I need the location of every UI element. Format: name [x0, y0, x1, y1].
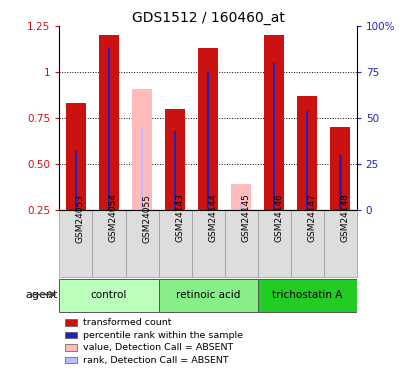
Text: GSM24146: GSM24146	[274, 194, 283, 243]
FancyBboxPatch shape	[290, 210, 323, 277]
FancyBboxPatch shape	[158, 279, 257, 312]
Bar	[65, 357, 77, 363]
Text: GSM24145: GSM24145	[240, 194, 249, 243]
Bar	[198, 48, 218, 210]
Bar	[173, 131, 176, 210]
Bar	[231, 184, 250, 210]
Text: GSM24147: GSM24147	[306, 194, 315, 243]
FancyBboxPatch shape	[257, 210, 290, 277]
FancyBboxPatch shape	[224, 210, 257, 277]
Text: GSM24143: GSM24143	[175, 194, 184, 243]
Bar	[66, 104, 85, 210]
Bar	[297, 96, 316, 210]
Text: control: control	[90, 290, 127, 300]
Bar	[206, 72, 209, 210]
FancyBboxPatch shape	[92, 210, 125, 277]
FancyBboxPatch shape	[125, 210, 158, 277]
Text: rank, Detection Call = ABSENT: rank, Detection Call = ABSENT	[83, 356, 228, 365]
Bar	[65, 320, 77, 326]
Bar	[272, 63, 275, 210]
FancyBboxPatch shape	[257, 279, 356, 312]
Text: GSM24053: GSM24053	[76, 194, 85, 243]
FancyBboxPatch shape	[158, 210, 191, 277]
Text: retinoic acid: retinoic acid	[175, 290, 240, 300]
Bar	[338, 155, 341, 210]
Text: percentile rank within the sample: percentile rank within the sample	[83, 331, 243, 340]
Bar	[132, 89, 152, 210]
Text: GSM24148: GSM24148	[339, 194, 348, 243]
Text: GSM24055: GSM24055	[142, 194, 151, 243]
FancyBboxPatch shape	[59, 210, 92, 277]
FancyBboxPatch shape	[323, 210, 356, 277]
Bar	[65, 345, 77, 351]
Text: transformed count: transformed count	[83, 318, 171, 327]
FancyBboxPatch shape	[59, 279, 158, 312]
Bar	[99, 36, 119, 210]
Bar	[305, 111, 308, 210]
FancyBboxPatch shape	[191, 210, 224, 277]
Title: GDS1512 / 160460_at: GDS1512 / 160460_at	[131, 11, 284, 25]
Bar	[108, 48, 110, 210]
Bar	[74, 151, 77, 210]
Bar	[263, 36, 283, 210]
Text: GSM24054: GSM24054	[109, 194, 118, 243]
Text: value, Detection Call = ABSENT: value, Detection Call = ABSENT	[83, 343, 233, 352]
Bar	[330, 128, 349, 210]
Bar	[165, 109, 184, 210]
Text: GSM24144: GSM24144	[207, 194, 216, 242]
Bar	[140, 128, 143, 210]
Text: agent: agent	[25, 290, 57, 300]
Bar	[239, 202, 242, 210]
Bar	[65, 332, 77, 338]
Text: trichostatin A: trichostatin A	[271, 290, 342, 300]
